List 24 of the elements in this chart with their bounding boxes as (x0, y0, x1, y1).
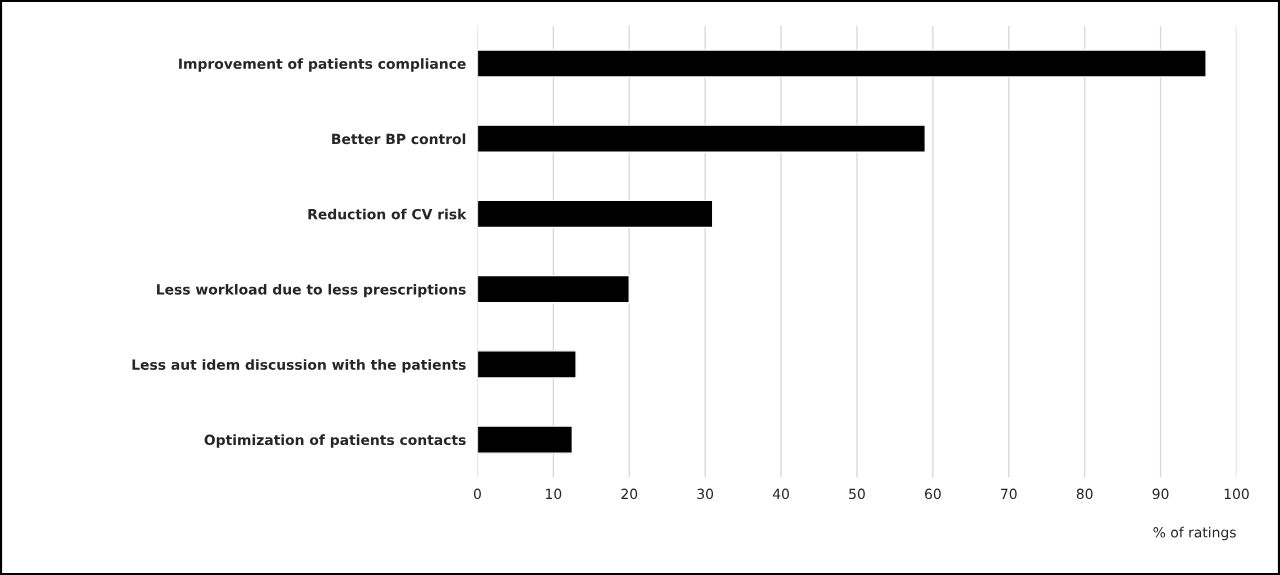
y-tick-label: Less workload due to less prescriptions (157, 283, 466, 298)
bar (477, 274, 630, 304)
x-tick-label: 90 (1152, 488, 1169, 500)
bar (477, 124, 926, 153)
x-tick-label: 0 (473, 488, 481, 500)
y-tick-label: Better BP control (332, 133, 466, 145)
y-tick-label: Optimization of patients contacts (204, 434, 466, 448)
bar (477, 49, 1207, 78)
x-tick-label: 100 (1224, 488, 1249, 500)
y-tick-label: Improvement of patients compliance (179, 58, 466, 72)
bar (477, 425, 574, 454)
x-tick-label: 60 (925, 488, 941, 500)
y-tick-label: Less aut idem discussion with the patients (132, 359, 466, 373)
x-tick-label: 20 (621, 488, 638, 500)
x-tick-label: 80 (1076, 488, 1093, 500)
x-tick-label: 50 (849, 488, 865, 500)
x-tick-label: 40 (772, 488, 789, 500)
bar (477, 199, 714, 229)
y-tick-label: Reduction of CV risk (308, 208, 467, 220)
x-axis-title: % of ratings (1153, 526, 1236, 541)
bar (477, 350, 577, 379)
x-tick-label: 70 (1001, 488, 1017, 500)
x-tick-label: 30 (697, 488, 714, 500)
x-tick-label: 10 (546, 488, 562, 500)
